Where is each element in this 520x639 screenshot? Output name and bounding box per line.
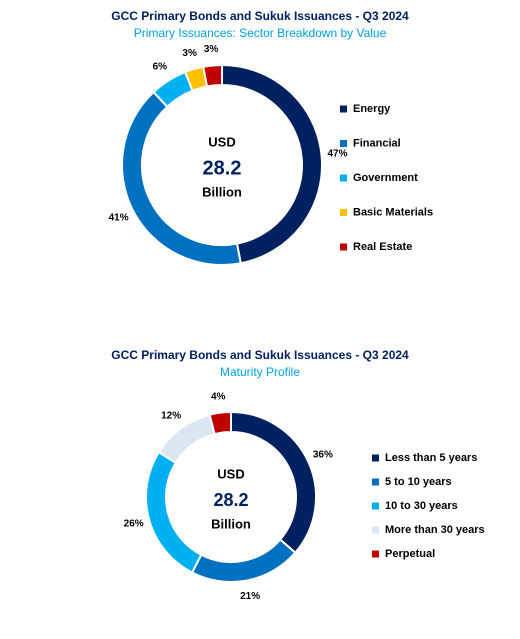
center-value: 28.2 bbox=[213, 490, 248, 510]
legend-label: Basic Materials bbox=[353, 206, 433, 218]
legend-label: 10 to 30 years bbox=[385, 500, 458, 512]
legend-swatch bbox=[340, 243, 347, 251]
data-label: 12% bbox=[161, 410, 181, 421]
legend-swatch bbox=[340, 105, 347, 113]
data-label: 36% bbox=[313, 450, 333, 461]
chart-title: GCC Primary Bonds and Sukuk Issuances - … bbox=[111, 9, 409, 23]
legend-label: Energy bbox=[353, 103, 391, 115]
data-label: 47% bbox=[327, 149, 347, 160]
legend-label: More than 30 years bbox=[385, 524, 485, 536]
legend-swatch bbox=[372, 502, 379, 510]
legend-label: Government bbox=[353, 172, 418, 184]
legend-swatch bbox=[340, 140, 347, 147]
center-bottom: Billion bbox=[202, 184, 242, 199]
legend-label: 5 to 10 years bbox=[385, 476, 452, 488]
donut-segment bbox=[208, 410, 232, 436]
donut-segment bbox=[157, 413, 216, 465]
center-bottom: Billion bbox=[211, 516, 251, 531]
donut-segment bbox=[202, 63, 223, 88]
data-label: 3% bbox=[182, 48, 197, 59]
donut-segment bbox=[190, 538, 297, 583]
data-label: 6% bbox=[153, 62, 168, 73]
center-top: USD bbox=[217, 466, 244, 481]
legend-label: Perpetual bbox=[385, 548, 435, 560]
donut-segment bbox=[145, 450, 203, 574]
legend-label: Real Estate bbox=[353, 241, 412, 253]
legend-swatch bbox=[372, 454, 379, 462]
data-label: 4% bbox=[211, 391, 226, 402]
chart-subtitle: Maturity Profile bbox=[220, 365, 300, 379]
legend-swatch bbox=[340, 209, 347, 216]
data-label: 41% bbox=[109, 212, 129, 223]
data-label: 3% bbox=[204, 44, 219, 55]
data-label: 26% bbox=[124, 519, 144, 530]
legend-label: Financial bbox=[353, 137, 401, 149]
legend-swatch bbox=[372, 526, 379, 534]
donut-segment bbox=[230, 410, 317, 555]
data-label: 21% bbox=[240, 591, 260, 602]
legend-swatch bbox=[372, 478, 379, 486]
chart-subtitle: Primary Issuances: Sector Breakdown by V… bbox=[134, 26, 387, 40]
legend-label: Less than 5 years bbox=[385, 452, 477, 464]
legend-swatch bbox=[340, 174, 347, 182]
center-top: USD bbox=[208, 134, 235, 149]
chart-title: GCC Primary Bonds and Sukuk Issuances - … bbox=[111, 348, 409, 362]
center-value: 28.2 bbox=[203, 157, 242, 179]
legend-swatch bbox=[372, 550, 379, 558]
